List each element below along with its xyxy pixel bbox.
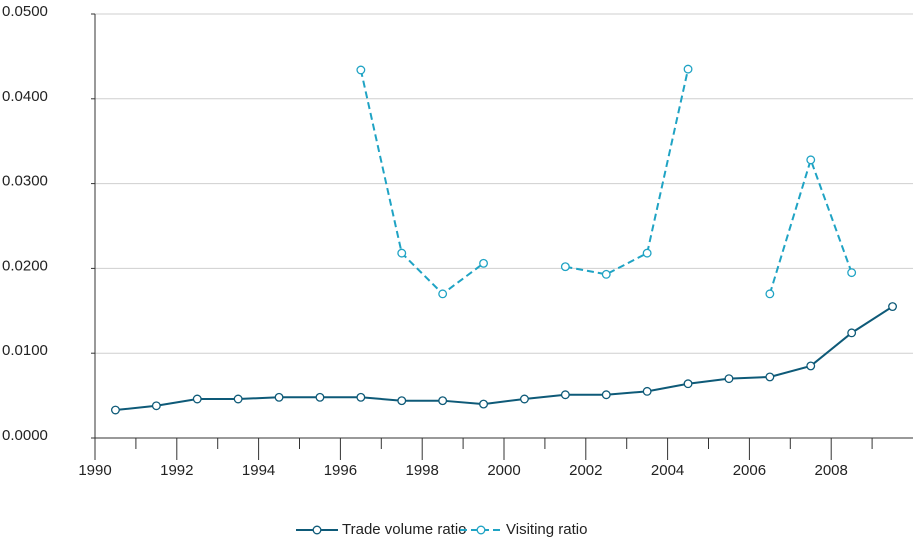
data-point <box>806 361 816 371</box>
data-point <box>765 289 775 299</box>
series-line <box>115 305 894 412</box>
legend-label: Trade volume ratio <box>342 521 467 538</box>
data-point <box>683 379 693 389</box>
data-point <box>642 386 652 396</box>
y-tick-label: 0.0000 <box>2 427 48 444</box>
data-point <box>479 258 488 268</box>
data-point <box>356 392 366 402</box>
x-tick-label: 2006 <box>733 462 766 479</box>
y-tick-label: 0.0100 <box>2 342 48 359</box>
data-point <box>847 328 857 338</box>
y-tick-label: 0.0400 <box>2 88 48 105</box>
data-point <box>479 399 488 409</box>
data-point <box>397 248 407 258</box>
data-point <box>601 390 611 400</box>
x-tick-label: 2002 <box>569 462 602 479</box>
data-point <box>560 262 570 272</box>
data-point <box>151 401 161 411</box>
data-point <box>192 394 202 404</box>
x-tick-label: 1990 <box>78 462 111 479</box>
series-line <box>359 68 853 296</box>
y-tick-label: 0.0200 <box>2 257 48 274</box>
data-point <box>888 302 897 312</box>
data-point <box>397 396 407 406</box>
x-tick-label: 2004 <box>651 462 684 479</box>
x-tick-label: 1992 <box>160 462 193 479</box>
legend-label: Visiting ratio <box>506 521 587 538</box>
data-point <box>642 248 652 258</box>
x-tick-label: 2000 <box>487 462 520 479</box>
y-tick-label: 0.0500 <box>2 3 48 20</box>
x-tick-label: 2008 <box>815 462 848 479</box>
legend-marker <box>476 525 486 535</box>
data-point <box>315 392 325 402</box>
y-tick-label: 0.0300 <box>2 173 48 190</box>
data-point <box>765 372 775 382</box>
data-point <box>110 405 120 415</box>
data-point <box>724 374 734 384</box>
data-point <box>683 64 693 74</box>
data-point <box>520 394 529 404</box>
legend-marker <box>312 525 322 535</box>
data-point <box>438 396 448 406</box>
x-tick-label: 1998 <box>406 462 439 479</box>
x-tick-label: 1994 <box>242 462 275 479</box>
data-point <box>356 65 366 75</box>
data-point <box>438 289 448 299</box>
data-point <box>601 269 611 279</box>
data-point <box>274 392 284 402</box>
data-point <box>806 155 816 165</box>
data-point <box>847 268 857 278</box>
x-tick-label: 1996 <box>324 462 357 479</box>
data-point <box>560 390 570 400</box>
data-point <box>233 394 243 404</box>
